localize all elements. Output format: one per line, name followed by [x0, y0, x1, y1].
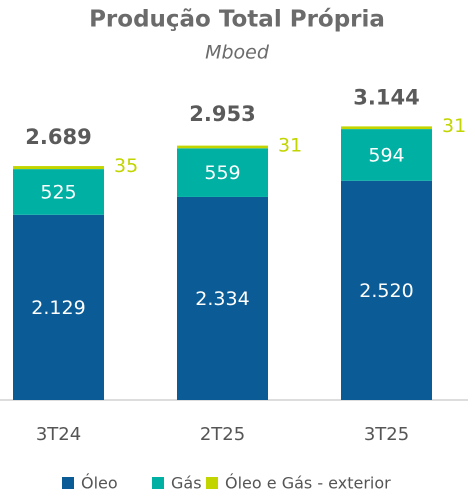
value-label: 2.129 — [31, 297, 85, 319]
value-label: 559 — [204, 162, 240, 184]
bar-segment — [177, 145, 268, 149]
bar-segment — [341, 129, 432, 181]
total-label: 2.953 — [189, 102, 255, 126]
value-label: 31 — [278, 134, 302, 156]
bar-segment — [341, 180, 432, 400]
x-tick-label: 2T25 — [200, 424, 245, 445]
legend-label: Óleo — [81, 474, 118, 493]
bar-segment — [13, 169, 104, 215]
bar-segment — [13, 214, 104, 400]
legend-swatch — [62, 477, 74, 489]
x-tick-label: 3T24 — [36, 424, 81, 445]
legend-label: Óleo e Gás - exterior — [225, 474, 391, 493]
value-label: 31 — [442, 115, 466, 137]
legend-label: Gás — [171, 474, 202, 493]
chart-subtitle: Mboed — [205, 42, 270, 64]
value-label: 35 — [114, 155, 138, 177]
value-label: 2.334 — [195, 288, 249, 310]
total-label: 2.689 — [25, 125, 91, 149]
chart-title: Produção Total Própria — [89, 7, 385, 33]
value-label: 2.520 — [359, 280, 413, 302]
legend-swatch — [152, 477, 164, 489]
bar-segment — [13, 166, 104, 170]
legend-swatch — [206, 477, 218, 489]
x-tick-label: 3T25 — [364, 424, 409, 445]
total-label: 3.144 — [353, 85, 419, 109]
value-label: 525 — [40, 181, 76, 203]
bar-segment — [177, 196, 268, 400]
value-label: 594 — [368, 144, 404, 166]
bar-segment — [177, 148, 268, 197]
bar-segment — [341, 126, 432, 130]
